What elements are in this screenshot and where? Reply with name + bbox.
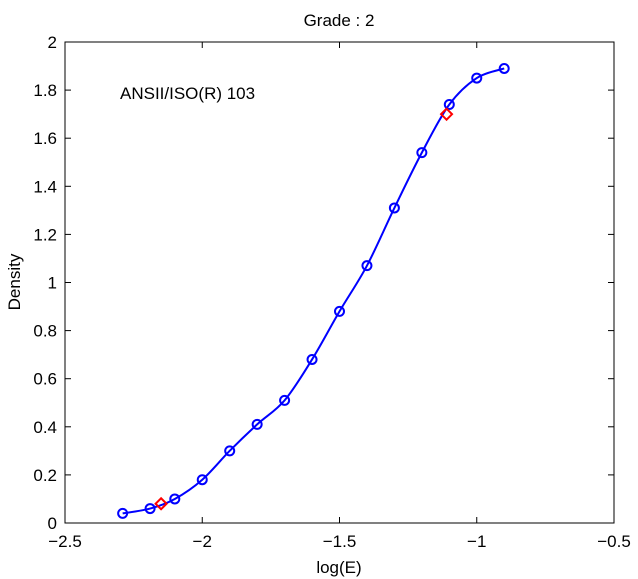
annotation-text: ANSII/ISO(R) 103: [120, 84, 255, 103]
data-point-circle: [334, 305, 345, 317]
x-axis-label: log(E): [316, 558, 361, 577]
data-point-circle: [416, 147, 428, 159]
data-point-circle: [144, 503, 156, 515]
data-point-circle: [117, 507, 129, 519]
data-point-circle: [169, 493, 181, 505]
y-tick-label: 0.8: [33, 322, 57, 341]
y-tick-label: 1.8: [33, 81, 57, 100]
x-tick-label: −1: [467, 532, 486, 551]
markers: [117, 62, 510, 519]
y-tick-label: 1.4: [33, 177, 57, 196]
y-tick-label: 1.6: [33, 129, 57, 148]
data-point-circle: [498, 62, 510, 74]
x-tick-label: −0.5: [597, 532, 631, 551]
data-point-circle: [388, 202, 400, 214]
y-tick-label: 1.2: [33, 225, 57, 244]
y-tick-label: 2: [48, 33, 57, 52]
data-point-circle: [279, 394, 291, 406]
axes: −2.5 −2 −1.5 −1 −0.5 0 0.2 0.4 0.6 0.8 1 1.2 1.4 1.6 1…: [33, 33, 630, 551]
y-tick-label: 0.4: [33, 418, 57, 437]
chart-title: Grade : 2: [304, 11, 375, 30]
y-axis-label: Density: [5, 253, 24, 310]
plot-frame: [64, 41, 615, 524]
data-point-circle: [361, 260, 373, 272]
data-point-diamond: [154, 496, 168, 511]
x-tick-label: −1.5: [323, 532, 357, 551]
data-point-circle: [471, 72, 483, 84]
y-tick-label: 0: [48, 514, 57, 533]
data-point-diamond: [439, 107, 454, 122]
data-point-circle: [306, 353, 318, 365]
x-tick-label: −2: [193, 532, 212, 551]
x-tick-label: −2.5: [48, 532, 82, 551]
data-point-circle: [443, 99, 455, 111]
fit-curve-line: [122, 67, 505, 515]
data-point-circle: [251, 418, 263, 430]
y-tick-label: 0.2: [33, 466, 57, 485]
data-point-circle: [196, 474, 208, 486]
data-point-circle: [224, 445, 236, 457]
y-tick-label: 1: [48, 274, 57, 293]
y-tick-label: 0.6: [33, 370, 57, 389]
